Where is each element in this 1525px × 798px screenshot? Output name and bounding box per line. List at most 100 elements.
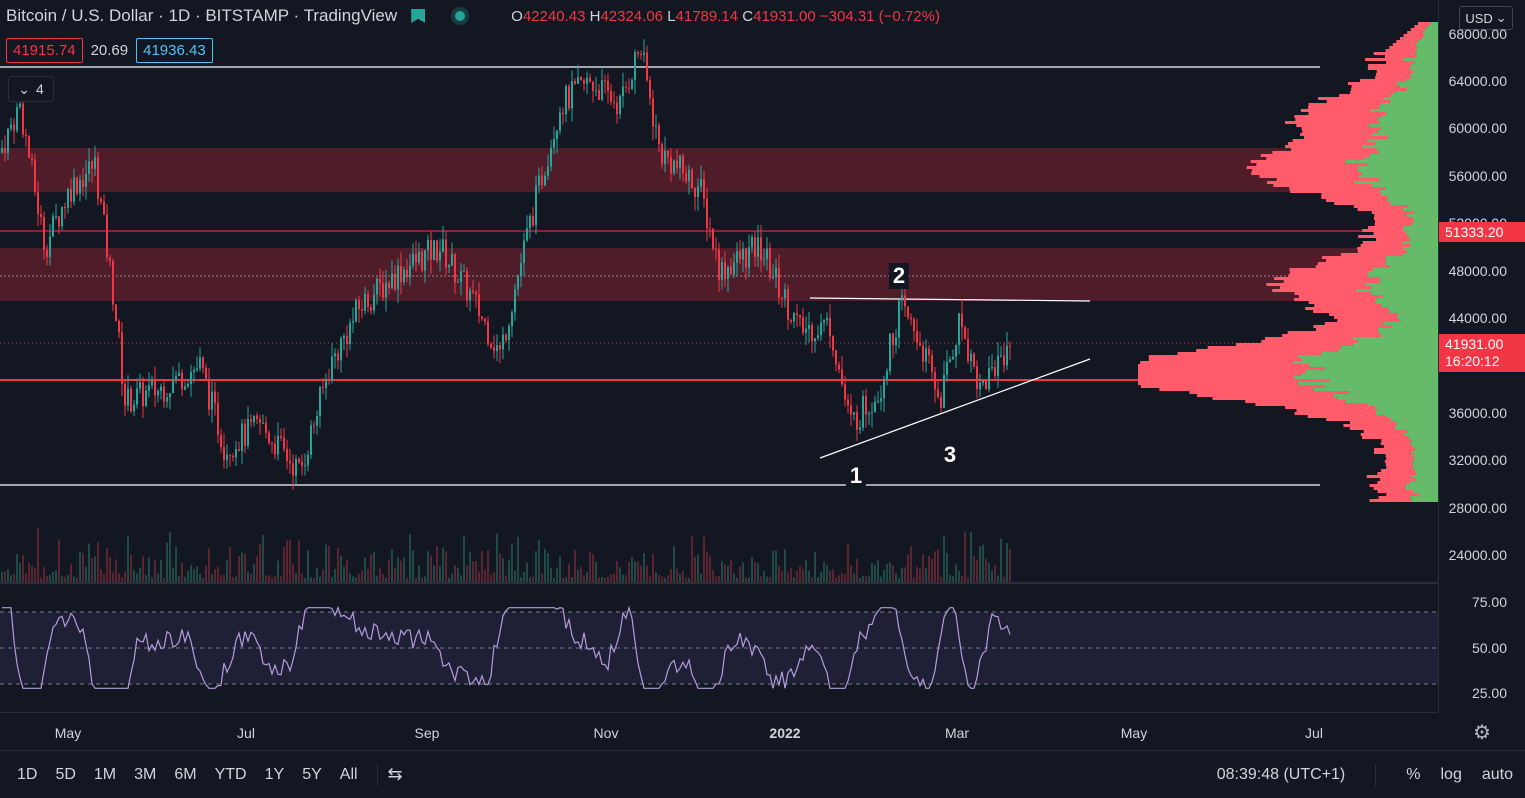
candle-body[interactable]: [598, 90, 600, 100]
candle-body[interactable]: [724, 262, 726, 280]
candle-body[interactable]: [205, 367, 207, 379]
candle-body[interactable]: [490, 344, 492, 348]
candle-body[interactable]: [178, 372, 180, 376]
candle-body[interactable]: [160, 386, 162, 392]
candle-body[interactable]: [973, 353, 975, 367]
candle-body[interactable]: [880, 398, 882, 402]
candle-body[interactable]: [622, 86, 624, 97]
candle-body[interactable]: [148, 385, 150, 391]
candle-body[interactable]: [700, 179, 702, 187]
candle-body[interactable]: [802, 317, 804, 333]
candle-body[interactable]: [655, 125, 657, 127]
candle-body[interactable]: [124, 383, 126, 406]
candle-body[interactable]: [268, 432, 270, 444]
candle-body[interactable]: [82, 180, 84, 187]
candle-body[interactable]: [796, 313, 798, 316]
candle-body[interactable]: [601, 80, 603, 100]
candle-body[interactable]: [232, 455, 234, 458]
candle-body[interactable]: [487, 321, 489, 345]
candle-body[interactable]: [364, 294, 366, 311]
candle-body[interactable]: [1009, 345, 1011, 347]
annotation-3[interactable]: 3: [939, 442, 961, 468]
candle-body[interactable]: [16, 107, 18, 131]
candle-body[interactable]: [712, 228, 714, 249]
timeframe-6m[interactable]: 6M: [174, 765, 197, 783]
candle-body[interactable]: [208, 378, 210, 410]
candle-body[interactable]: [211, 391, 213, 410]
candle-body[interactable]: [646, 52, 648, 81]
candle-body[interactable]: [250, 419, 252, 423]
candle-body[interactable]: [850, 405, 852, 415]
candle-body[interactable]: [499, 345, 501, 350]
candle-body[interactable]: [892, 333, 894, 346]
candle-body[interactable]: [7, 128, 9, 154]
candle-body[interactable]: [649, 80, 651, 99]
clock[interactable]: 08:39:48 (UTC+1): [1216, 765, 1346, 783]
candle-body[interactable]: [934, 372, 936, 390]
candle-body[interactable]: [577, 76, 579, 84]
candle-body[interactable]: [388, 282, 390, 288]
candle-body[interactable]: [457, 281, 459, 283]
triangle-bottom-line[interactable]: [819, 358, 1091, 459]
candle-body[interactable]: [538, 175, 540, 186]
candle-body[interactable]: [202, 357, 204, 368]
annotation-1[interactable]: 1: [845, 463, 867, 489]
candle-body[interactable]: [313, 425, 315, 427]
candle-body[interactable]: [463, 270, 465, 272]
candle-body[interactable]: [79, 180, 81, 194]
candle-body[interactable]: [733, 262, 735, 275]
timeframe-3m[interactable]: 3M: [134, 765, 157, 783]
candle-body[interactable]: [922, 345, 924, 362]
candle-body[interactable]: [664, 150, 666, 165]
candle-body[interactable]: [985, 380, 987, 390]
timeframe-5y[interactable]: 5Y: [302, 765, 322, 783]
candle-body[interactable]: [793, 313, 795, 322]
candle-body[interactable]: [199, 357, 201, 369]
candle-body[interactable]: [43, 217, 45, 250]
candle-body[interactable]: [193, 370, 195, 373]
candle-body[interactable]: [472, 290, 474, 293]
candle-body[interactable]: [754, 237, 756, 257]
candle-body[interactable]: [943, 374, 945, 408]
candle-body[interactable]: [394, 273, 396, 290]
candle-body[interactable]: [46, 249, 48, 257]
candle-body[interactable]: [103, 201, 105, 215]
candle-body[interactable]: [1000, 355, 1002, 357]
candle-body[interactable]: [67, 188, 69, 208]
candle-body[interactable]: [139, 382, 141, 389]
candle-body[interactable]: [574, 81, 576, 84]
candle-body[interactable]: [757, 237, 759, 257]
candle-body[interactable]: [871, 412, 873, 414]
candle-body[interactable]: [556, 130, 558, 139]
candle-body[interactable]: [958, 313, 960, 345]
candle-body[interactable]: [298, 458, 300, 463]
candle-body[interactable]: [73, 177, 75, 202]
timeframe-5d[interactable]: 5D: [55, 765, 76, 783]
candle-body[interactable]: [1, 147, 3, 153]
candle-body[interactable]: [430, 240, 432, 260]
candle-body[interactable]: [172, 379, 174, 394]
candle-body[interactable]: [514, 289, 516, 313]
candle-body[interactable]: [616, 102, 618, 115]
candle-body[interactable]: [631, 80, 633, 89]
candle-body[interactable]: [955, 344, 957, 357]
currency-select[interactable]: USD ⌄: [1459, 6, 1513, 30]
candle-body[interactable]: [55, 216, 57, 218]
candle-body[interactable]: [334, 353, 336, 357]
candle-body[interactable]: [532, 216, 534, 226]
candle-body[interactable]: [799, 315, 801, 318]
candle-body[interactable]: [928, 348, 930, 356]
candle-body[interactable]: [115, 304, 117, 321]
candle-body[interactable]: [916, 330, 918, 344]
candle-body[interactable]: [307, 454, 309, 466]
candle-body[interactable]: [856, 412, 858, 430]
candle-body[interactable]: [337, 353, 339, 361]
candle-body[interactable]: [883, 379, 885, 399]
candle-body[interactable]: [151, 380, 153, 386]
candle-body[interactable]: [817, 335, 819, 339]
candle-body[interactable]: [784, 289, 786, 299]
candle-body[interactable]: [466, 270, 468, 301]
candle-body[interactable]: [739, 251, 741, 260]
candle-body[interactable]: [610, 90, 612, 102]
candle-body[interactable]: [994, 367, 996, 377]
